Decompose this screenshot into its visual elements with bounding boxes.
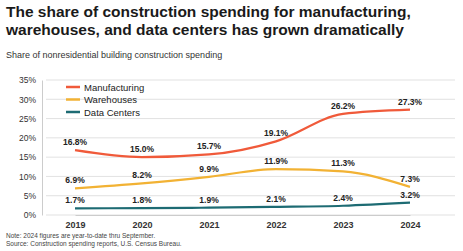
x-tick: 2020 — [132, 215, 152, 230]
data-label: 7.3% — [400, 174, 420, 184]
chart: The share of construction spending for m… — [0, 0, 463, 251]
data-label: 11.3% — [331, 158, 355, 168]
y-tick-label: 20% — [19, 133, 36, 143]
y-tick: 30% — [19, 95, 42, 105]
y-tick-label: 0% — [24, 210, 37, 220]
grid-line — [46, 118, 455, 119]
legend-label: Data Centers — [84, 107, 140, 118]
legend-swatch — [66, 98, 80, 101]
legend: ManufacturingWarehouses Data Centers — [66, 82, 144, 118]
x-axis-line — [76, 215, 411, 216]
lines — [75, 110, 410, 209]
y-tick: 15% — [19, 152, 42, 162]
x-tick: 2021 — [199, 215, 219, 230]
x-tick: 2019 — [65, 215, 85, 230]
data-label: 15.0% — [130, 144, 155, 154]
legend-label: Manufacturing — [84, 82, 144, 93]
x-tick: 2022 — [266, 215, 286, 230]
y-tick: 10% — [19, 172, 42, 182]
data-label: 16.8% — [63, 137, 88, 147]
y-tick-label: 30% — [19, 95, 36, 105]
x-tick: 2024 — [400, 215, 420, 230]
grid-line — [46, 80, 455, 81]
y-tick: 25% — [19, 114, 42, 124]
grid — [46, 80, 455, 215]
data-label: 1.7% — [65, 195, 85, 205]
y-tick: 35% — [19, 75, 42, 85]
x-tick-label: 2021 — [199, 220, 219, 230]
data-label: 1.8% — [132, 195, 152, 205]
data-label: 9.9% — [199, 164, 219, 174]
y-axis-line — [42, 81, 43, 216]
y-tick-label: 15% — [19, 152, 36, 162]
y-tick: 0% — [24, 210, 42, 220]
legend-label: Warehouses — [84, 94, 137, 105]
title: warehouses, and data centers has grown d… — [5, 21, 404, 38]
subtitle: Share of nonresidential building constru… — [6, 50, 222, 60]
grid-line — [46, 157, 455, 158]
y-tick-label: 5% — [24, 191, 37, 201]
legend-swatch — [66, 111, 80, 114]
grid-line — [46, 176, 455, 177]
y-tick-label: 10% — [19, 172, 36, 182]
x-tick-label: 2024 — [400, 220, 420, 230]
data-labels: 16.8% 15.0% 15.7% 19.1% 26.2% 27.3% 6.9% 8.2% 9.… — [63, 97, 423, 206]
grid-line — [46, 137, 455, 138]
y-tick: 5% — [24, 191, 42, 201]
x-tick: 2023 — [333, 215, 353, 230]
data-label: 3.2% — [400, 190, 420, 200]
x-tick-label: 2022 — [266, 220, 286, 230]
grid-line — [46, 195, 455, 196]
data-label: 15.7% — [197, 141, 222, 151]
data-label: 19.1% — [264, 128, 289, 138]
data-label: 2.1% — [266, 194, 286, 204]
y-tick: 20% — [19, 133, 42, 143]
y-axis: 0% 5% 10% 15% 20% 25% 30% 35% — [19, 75, 43, 220]
data-label: 1.9% — [199, 195, 219, 205]
legend-swatch — [66, 86, 80, 89]
data-label: 2.4% — [333, 193, 353, 203]
data-label: 6.9% — [65, 175, 85, 185]
x-axis: 2019 2020 2021 2022 2023 2024 — [65, 215, 420, 230]
data-label: 11.9% — [264, 156, 288, 166]
series-line — [75, 169, 410, 188]
note: Note: 2024 figures are year-to-date thru… — [6, 232, 155, 240]
title: The share of construction spending for m… — [6, 3, 411, 20]
data-label: 26.2% — [331, 101, 356, 111]
data-label: 27.3% — [398, 97, 423, 107]
series-line — [75, 203, 410, 209]
note: Source: Construction spending reports, U… — [6, 240, 182, 248]
legend-item: Warehouses — [66, 94, 137, 105]
x-tick-label: 2023 — [333, 220, 353, 230]
x-tick-label: 2019 — [65, 220, 85, 230]
legend-item: Manufacturing — [66, 82, 144, 93]
grid-line — [46, 215, 455, 216]
x-tick-label: 2020 — [132, 220, 152, 230]
y-tick-label: 25% — [19, 114, 36, 124]
legend-item: Data Centers — [66, 107, 140, 118]
y-tick-label: 35% — [19, 75, 36, 85]
data-label: 8.2% — [132, 170, 152, 180]
